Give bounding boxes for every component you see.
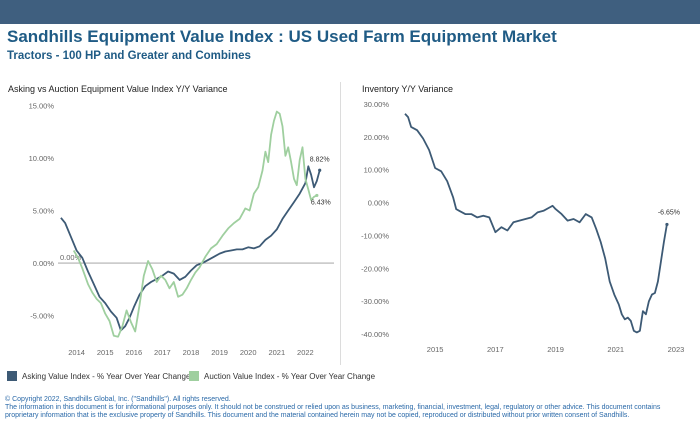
page-subtitle: Tractors - 100 HP and Greater and Combin… xyxy=(7,50,251,62)
y-tick-label: -10.00% xyxy=(361,231,389,240)
legend-auction-swatch xyxy=(189,371,199,381)
series-line-1 xyxy=(404,113,668,334)
x-tick-label: 2015 xyxy=(427,345,444,354)
series-line-2 xyxy=(72,110,318,338)
x-tick-label: 2016 xyxy=(125,348,142,357)
disclaimer-text: The information in this document is for … xyxy=(5,404,661,419)
x-tick-label: 2023 xyxy=(668,345,685,354)
legend-asking-label: Asking Value Index - % Year Over Year Ch… xyxy=(22,371,191,381)
series-end-point-1 xyxy=(318,168,322,172)
asking-vs-auction-chart: 15.00% 10.00% 5.00% 0.00% -5.00% 2014 2015 2016… xyxy=(29,101,334,357)
x-tick-label: 2014 xyxy=(68,348,85,357)
right-chart-title: Inventory Y/Y Variance xyxy=(362,84,454,94)
panel-divider xyxy=(340,82,341,365)
data-label: 8.82% xyxy=(310,156,330,163)
page-title: Sandhills Equipment Value Index : US Use… xyxy=(7,27,557,46)
series-end-point-2 xyxy=(315,193,319,198)
y-tick-label: -30.00% xyxy=(361,297,389,306)
x-tick-label: 2018 xyxy=(183,348,200,357)
y-tick-label: -40.00% xyxy=(361,330,389,339)
y-tick-label: -20.00% xyxy=(361,264,389,273)
x-tick-label: 2022 xyxy=(297,348,314,357)
series-end-point-1 xyxy=(665,222,669,227)
legend-asking-swatch xyxy=(7,371,17,381)
y-tick-label: -5.00% xyxy=(30,312,54,321)
x-tick-label: 2017 xyxy=(154,348,171,357)
zero-reference-label: 0.00% xyxy=(60,253,82,262)
y-tick-label: 20.00% xyxy=(364,133,390,142)
legend-auction: Auction Value Index - % Year Over Year C… xyxy=(189,371,375,381)
y-tick-label: 10.00% xyxy=(29,154,55,163)
left-chart-title: Asking vs Auction Equipment Value Index … xyxy=(8,84,228,94)
data-label: -6.65% xyxy=(658,209,680,216)
x-tick-label: 2021 xyxy=(607,345,624,354)
x-tick-label: 2015 xyxy=(97,348,114,357)
series-line-1 xyxy=(60,165,321,332)
x-tick-label: 2020 xyxy=(240,348,257,357)
y-tick-label: 10.00% xyxy=(364,166,390,175)
legend-asking: Asking Value Index - % Year Over Year Ch… xyxy=(7,371,190,381)
legend-auction-label: Auction Value Index - % Year Over Year C… xyxy=(204,371,376,381)
x-tick-label: 2021 xyxy=(268,348,285,357)
y-tick-label: 5.00% xyxy=(33,206,55,215)
header-bar xyxy=(0,0,700,24)
x-tick-label: 2017 xyxy=(487,345,504,354)
x-tick-label: 2019 xyxy=(211,348,228,357)
y-tick-label: 15.00% xyxy=(29,101,55,110)
copyright-text: © Copyright 2022, Sandhills Global, Inc.… xyxy=(5,396,231,403)
y-tick-label: 0.00% xyxy=(33,259,55,268)
y-tick-label: 30.00% xyxy=(364,100,390,109)
data-label: 6.43% xyxy=(311,199,331,206)
x-tick-label: 2019 xyxy=(547,345,564,354)
y-tick-label: 0.00% xyxy=(368,199,390,208)
